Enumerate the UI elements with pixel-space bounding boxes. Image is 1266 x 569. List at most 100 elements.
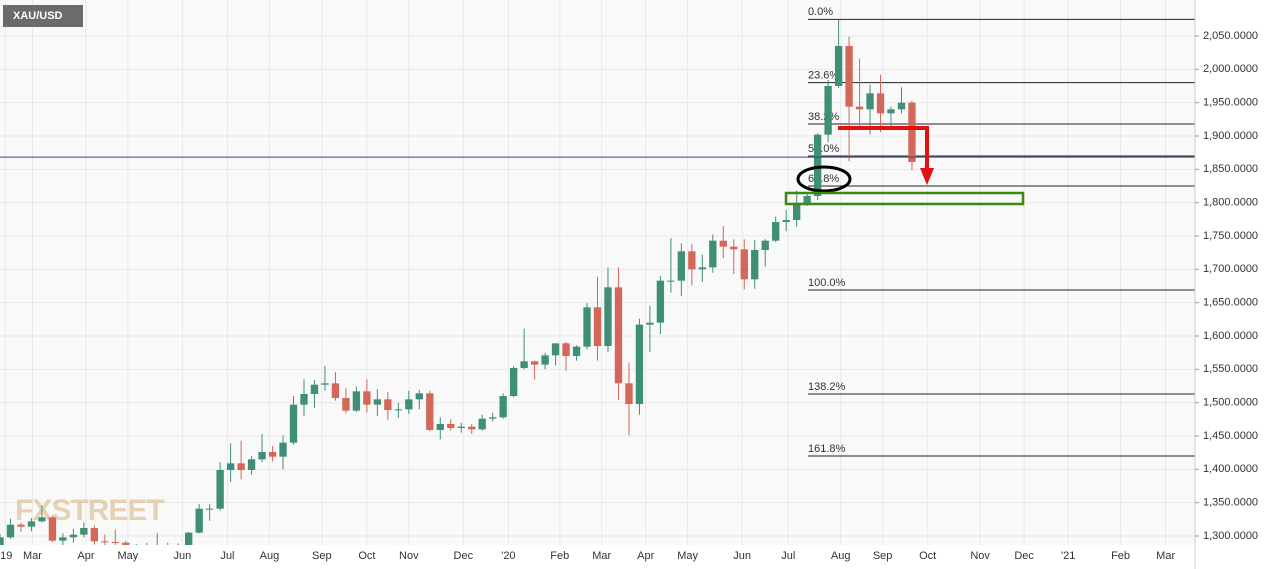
x-tick-label: Dec: [454, 550, 474, 562]
x-tick-label: '20: [501, 550, 515, 562]
y-tick-label: 1,450.0000: [1203, 430, 1258, 442]
x-tick-label: Aug: [260, 550, 280, 562]
candle-body: [656, 280, 665, 323]
symbol: XAU/USD: [13, 10, 63, 22]
candle-body: [688, 251, 696, 270]
candle-body: [342, 398, 350, 411]
arrow-head: [920, 168, 934, 185]
x-tick-label: Apr: [77, 550, 94, 562]
x-tick-label: Jul: [220, 550, 234, 562]
fib-label: 161.8%: [808, 443, 846, 455]
candle-body: [541, 355, 549, 365]
candle-body: [478, 418, 486, 430]
candle-body: [677, 251, 686, 281]
candle-body: [436, 424, 444, 430]
circle-annotation: [796, 165, 852, 193]
candle-body: [457, 426, 465, 428]
candle-body: [719, 240, 727, 247]
x-tick-label: Mar: [592, 550, 611, 562]
x-tick-label: Jul: [781, 550, 795, 562]
y-tick-label: 2,000.0000: [1203, 63, 1258, 75]
candle-body: [59, 537, 67, 541]
candle-body: [562, 343, 570, 356]
x-tick-label: Feb: [550, 550, 569, 562]
candle-body: [635, 324, 644, 404]
candle-body: [226, 463, 235, 470]
candle-body: [572, 346, 581, 356]
y-tick-label: 1,850.0000: [1203, 163, 1258, 175]
candle-body: [834, 46, 843, 86]
candle-body: [48, 517, 57, 541]
candle-body: [897, 102, 906, 110]
candle-body: [908, 102, 916, 162]
candle-body: [352, 391, 361, 411]
candle-body: [111, 542, 119, 543]
y-tick-label: 1,600.0000: [1203, 330, 1258, 342]
candle-body: [468, 426, 476, 430]
candle-body: [363, 391, 371, 405]
y-tick-label: 1,650.0000: [1203, 297, 1258, 309]
candle-body: [300, 394, 308, 405]
x-tick-label: May: [117, 550, 138, 562]
fib-label: 138.2%: [808, 381, 846, 393]
candle-body: [394, 409, 403, 411]
x-tick-label: '21: [1061, 550, 1075, 562]
x-tick-label: Mar: [23, 550, 42, 562]
candle-body: [268, 452, 277, 457]
support-zone: [784, 191, 1025, 206]
candle-body: [625, 383, 633, 404]
plot-background: [0, 0, 1195, 545]
fib-label: 0.0%: [808, 6, 833, 18]
candle-body: [509, 368, 518, 396]
candle-body: [604, 287, 612, 346]
y-tick-label: 1,800.0000: [1203, 197, 1258, 209]
x-tick-label: '19: [0, 550, 12, 562]
y-tick-label: 1,900.0000: [1203, 130, 1258, 142]
x-tick-label: Oct: [358, 550, 375, 562]
candle-body: [426, 393, 434, 430]
y-axis-panel: [1195, 0, 1266, 569]
candle-body: [80, 528, 88, 535]
candle-body: [499, 396, 507, 418]
candle-body: [551, 343, 560, 356]
candle-body: [321, 383, 329, 385]
candle-body: [185, 532, 193, 548]
fib-label: 50.0%: [808, 143, 839, 155]
candle-body: [698, 267, 706, 270]
candle-body: [782, 220, 790, 222]
candle-body: [195, 508, 203, 533]
candle-body: [772, 222, 780, 241]
x-tick-label: Sep: [873, 550, 893, 562]
candle-body: [0, 537, 4, 548]
x-tick-label: Oct: [919, 550, 936, 562]
candle-body: [887, 109, 895, 114]
fib-label: 38.2%: [808, 111, 839, 123]
candle-body: [593, 307, 602, 346]
x-tick-label: Apr: [637, 550, 654, 562]
y-tick-label: 1,300.0000: [1203, 530, 1258, 542]
candle-body: [447, 424, 455, 428]
candle-body: [730, 246, 738, 250]
candle-body: [247, 459, 256, 470]
candle-body: [216, 470, 224, 509]
fibonacci: 0.0% 23.6% 38.2% 50.0% 61.8% 100.0% 138.2% 161.…: [808, 6, 1195, 457]
candle-body: [520, 361, 528, 368]
candle-body: [38, 517, 46, 522]
candle-body: [237, 463, 245, 470]
x-tick-label: Nov: [399, 550, 419, 562]
candle-body: [90, 528, 99, 542]
candle-body: [101, 541, 109, 543]
x-axis-panel: [0, 545, 1195, 569]
candle-body: [27, 521, 36, 527]
arrow-annotation: [838, 126, 929, 172]
fib-label: 100.0%: [808, 277, 846, 289]
candle-body: [583, 307, 591, 347]
candle-body: [761, 240, 769, 250]
y-tick-label: 2,050.0000: [1203, 30, 1258, 42]
x-tick-label: Sep: [312, 550, 332, 562]
y-tick-label: 1,550.0000: [1203, 363, 1258, 375]
candle-body: [373, 399, 382, 405]
candle-body: [614, 287, 623, 384]
